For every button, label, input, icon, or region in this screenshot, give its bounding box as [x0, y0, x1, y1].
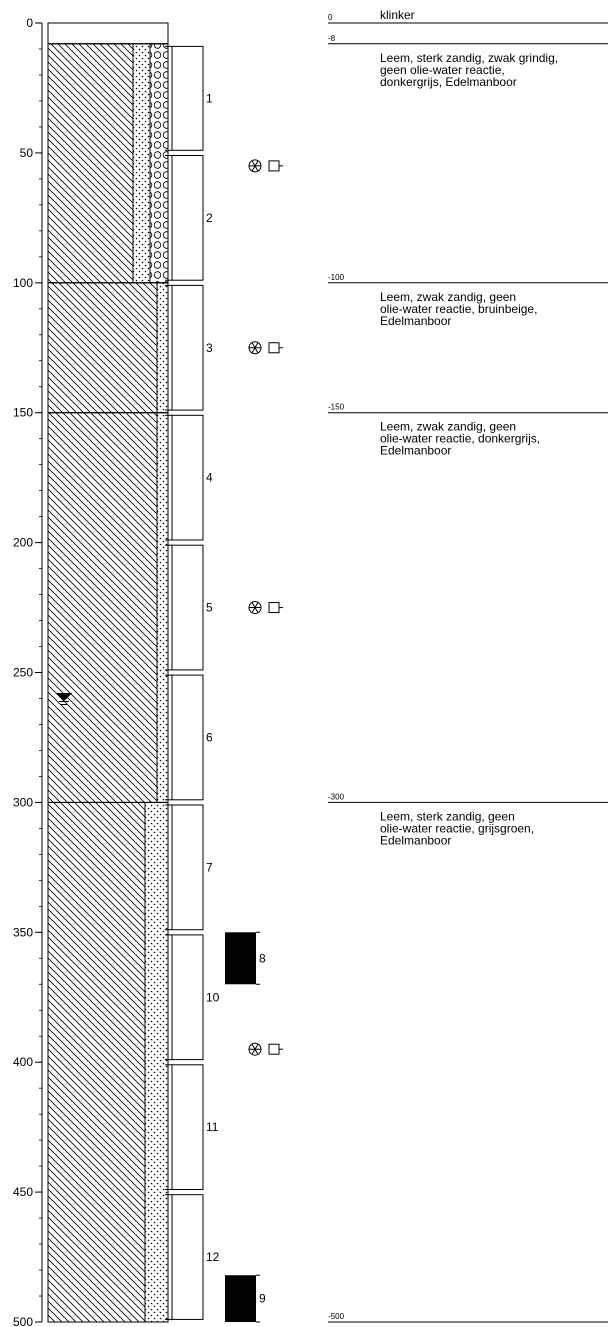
- sample-label: 6: [206, 730, 213, 744]
- description-line: Edelmanboor: [380, 314, 451, 328]
- layer-fill: [47, 43, 134, 284]
- sample: [171, 284, 204, 411]
- sample: [171, 1064, 204, 1191]
- depth-label: 400: [13, 1055, 33, 1069]
- sample-label: 12: [206, 1250, 220, 1264]
- description-line: Leem, sterk zandig, zwak grindig,: [380, 51, 558, 65]
- sample: [171, 934, 204, 1061]
- boundary-label: 0: [328, 13, 333, 22]
- sample-marker-cross: [249, 602, 261, 613]
- sample: [171, 414, 204, 541]
- description-line: Leem, sterk zandig, geen: [380, 809, 515, 823]
- depth-label: 150: [13, 406, 33, 420]
- depth-label: 200: [13, 536, 33, 550]
- description-line: klinker: [380, 8, 415, 22]
- description-line: Edelmanboor: [380, 444, 451, 458]
- layer-fill: [156, 412, 169, 803]
- core: [225, 1275, 256, 1322]
- sample-marker-cross: [249, 342, 261, 354]
- sample-marker-box: [268, 1043, 280, 1055]
- description-line: olie-water reactie, bruinbeige,: [380, 302, 537, 316]
- sample-label: 4: [206, 471, 213, 485]
- depth-label: 50: [20, 146, 34, 160]
- layer-fill: [144, 802, 169, 1323]
- description-line: donkergrijs, Edelmanboor: [380, 75, 517, 89]
- sample-label: 5: [206, 601, 213, 615]
- depth-label: 450: [13, 1185, 33, 1199]
- layer-fill: [47, 282, 158, 414]
- sample-label: 7: [206, 860, 213, 874]
- sample-marker-box: [268, 602, 280, 614]
- layer-fill: [149, 43, 169, 284]
- sample: [171, 154, 204, 281]
- description-line: Leem, zwak zandig, geen: [380, 290, 516, 304]
- depth-label: 500: [13, 1315, 33, 1327]
- depth-label: 100: [13, 276, 33, 290]
- depth-label: 350: [13, 925, 33, 939]
- description-line: olie-water reactie, donkergrijs,: [380, 432, 540, 446]
- layer: [47, 801, 169, 1323]
- sample: [171, 804, 204, 931]
- water-level: [55, 692, 73, 705]
- layer-fill: [156, 282, 169, 414]
- core-label: 8: [259, 951, 266, 965]
- description-line: olie-water reactie, grijsgroen,: [380, 821, 534, 835]
- layer-fill: [132, 43, 151, 284]
- depth-label: 300: [13, 795, 33, 809]
- sample-marker-cross: [249, 1043, 261, 1055]
- boundary-label: -100: [328, 273, 345, 282]
- layer-fill: [47, 412, 158, 803]
- depth-label: 0: [26, 16, 33, 30]
- sample-label: 3: [206, 341, 213, 355]
- sample: [171, 1194, 204, 1320]
- sample-label: 2: [206, 211, 213, 225]
- sample-marker-box: [268, 342, 280, 354]
- boundary-label: -500: [328, 1312, 345, 1321]
- layer-fill: [47, 22, 169, 45]
- core-label: 9: [259, 1292, 266, 1306]
- sample-label: 10: [206, 990, 220, 1004]
- depth-label: 250: [13, 666, 33, 680]
- boundary-label: -300: [328, 792, 345, 801]
- sample-marker-box: [268, 160, 280, 172]
- sample: [171, 674, 204, 801]
- sample-label: 11: [206, 1120, 219, 1134]
- layer-fill: [47, 802, 146, 1323]
- sample-label: 1: [206, 91, 213, 105]
- boundary-label: -8: [328, 34, 336, 43]
- boundary-label: -150: [328, 403, 345, 412]
- description-line: Edelmanboor: [380, 833, 451, 847]
- description-line: Leem, zwak zandig, geen: [380, 420, 516, 434]
- description-line: geen olie-water reactie,: [380, 63, 505, 77]
- sample: [171, 45, 204, 151]
- sample: [171, 544, 204, 671]
- sample-marker-cross: [249, 160, 261, 172]
- core: [225, 932, 256, 985]
